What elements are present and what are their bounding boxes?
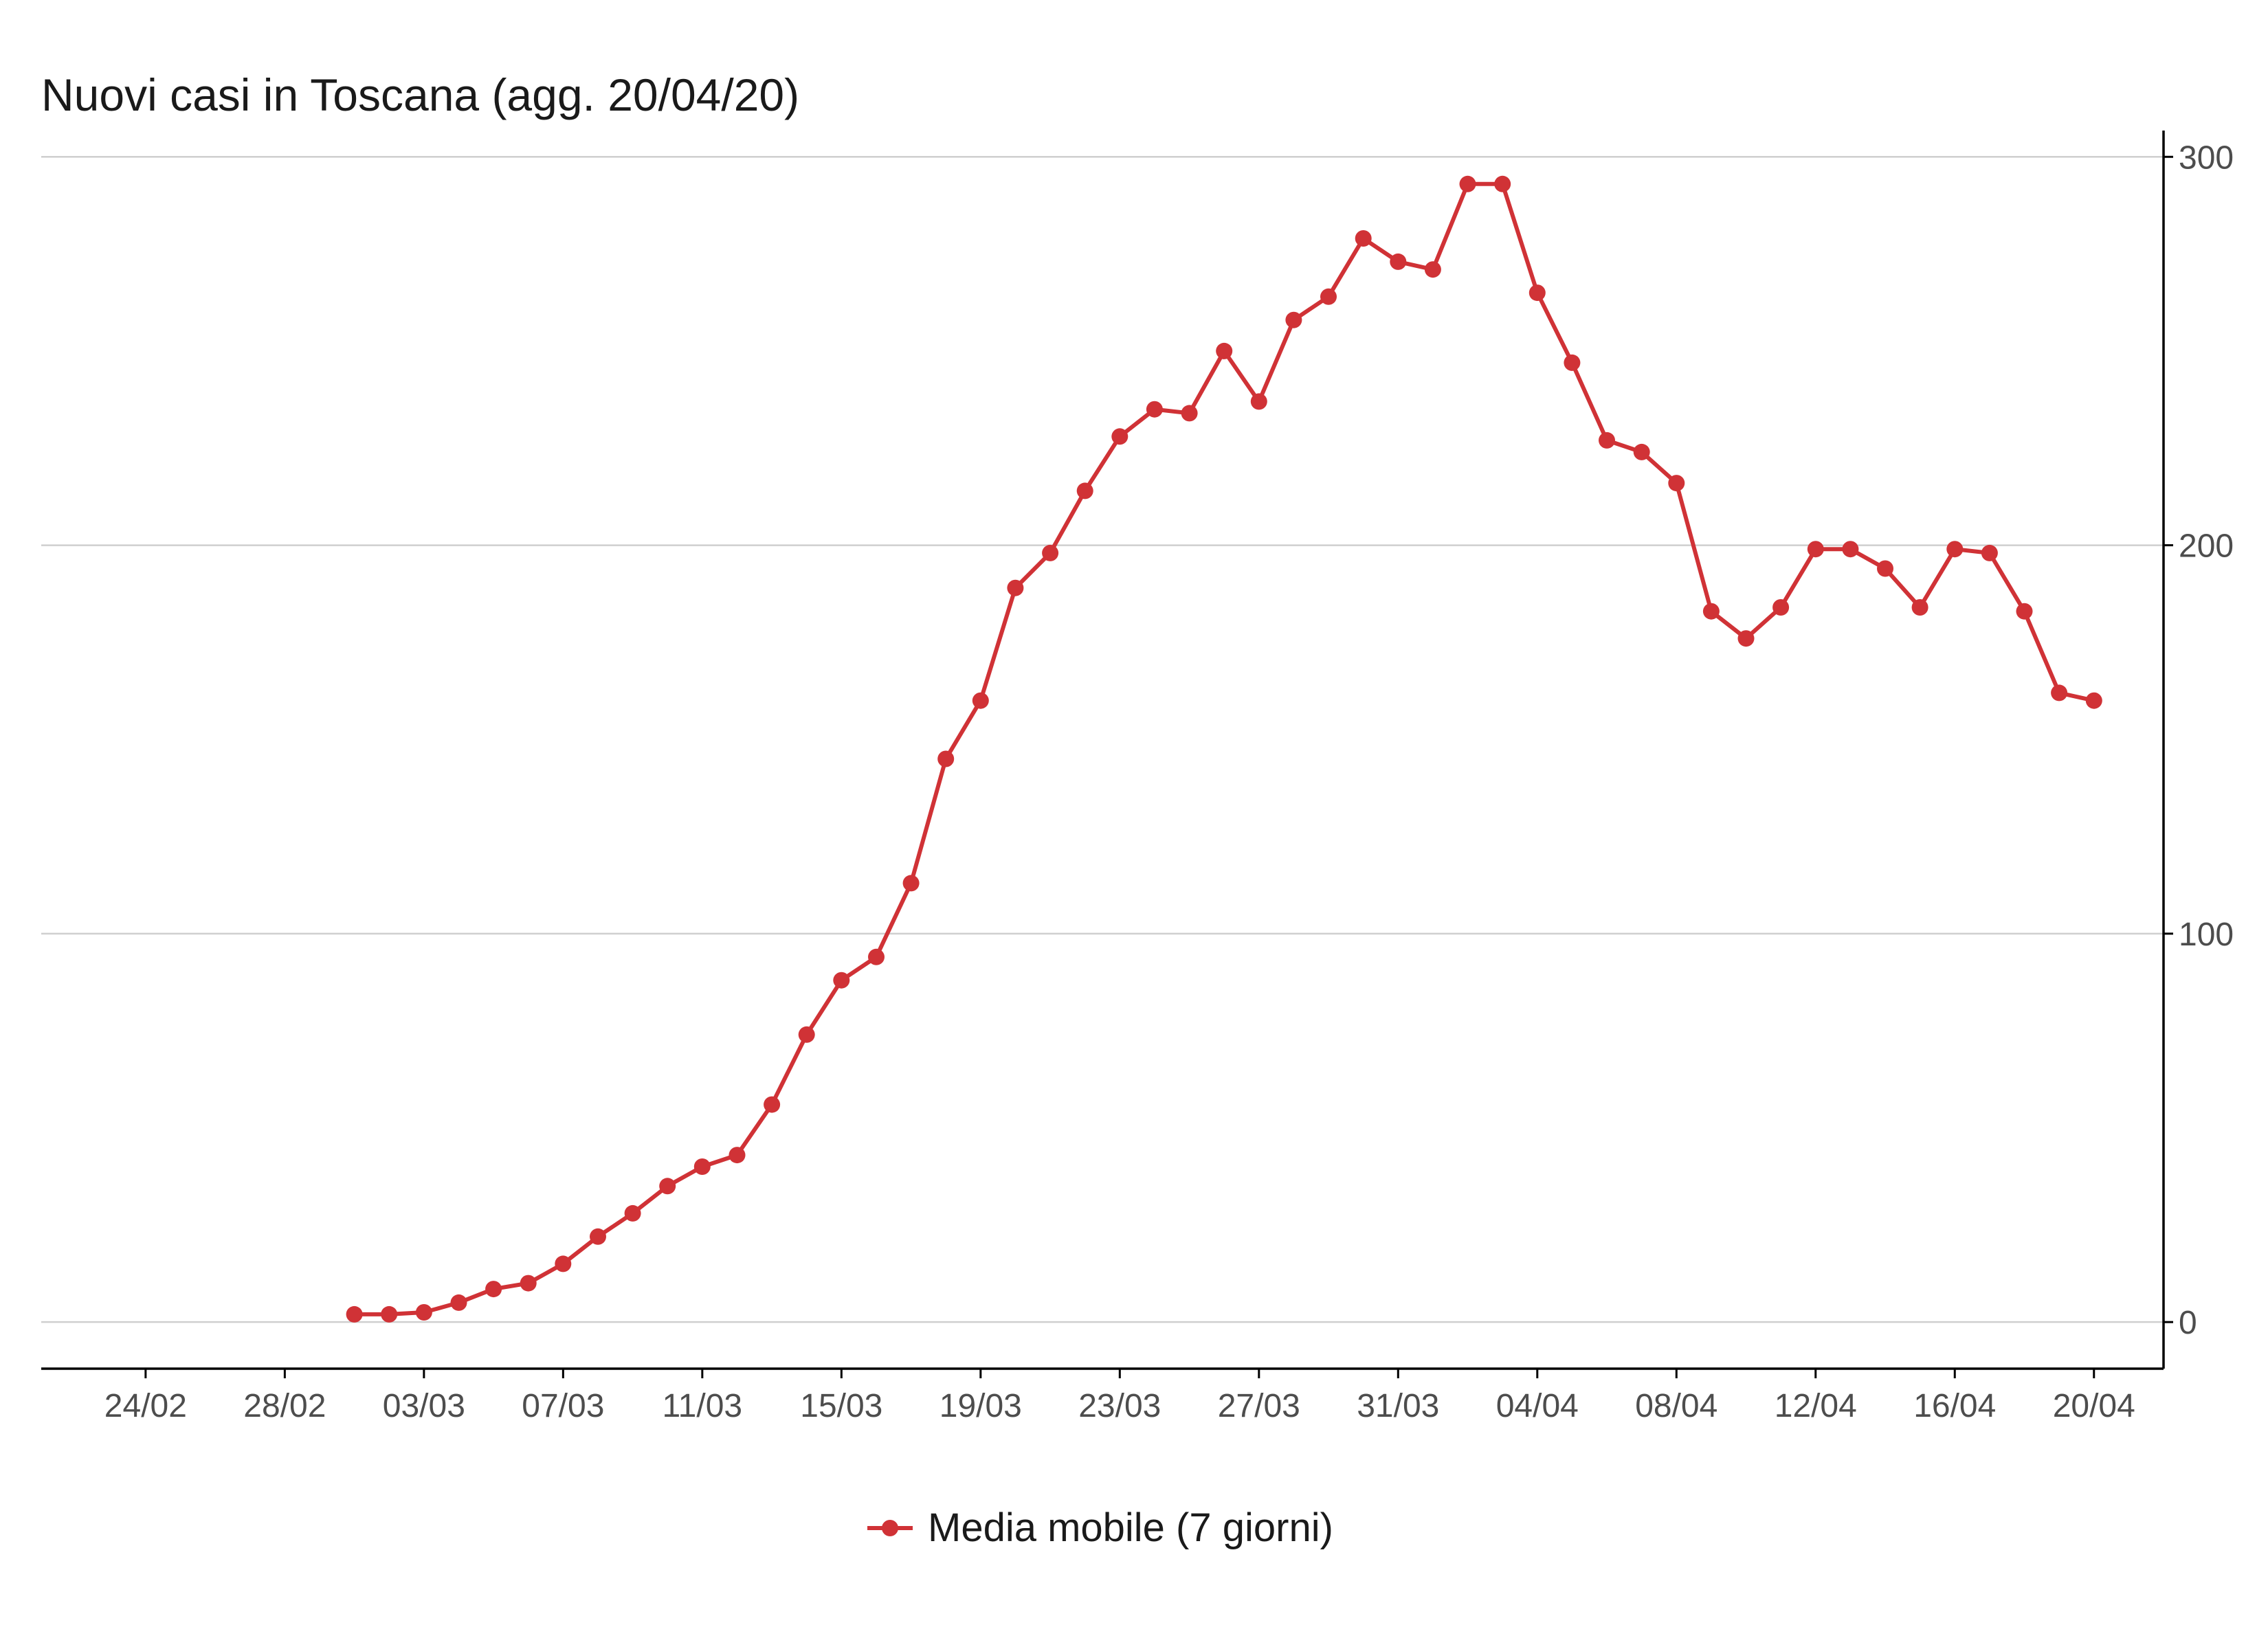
y-tick-label: 100 [2179,917,2234,953]
x-tick-label: 11/03 [663,1388,743,1424]
data-point [868,948,885,965]
data-point [729,1147,746,1164]
x-tick-label: 23/03 [1078,1388,1161,1424]
data-point [1737,630,1755,647]
x-tick-label: 03/03 [383,1388,465,1424]
chart-title: Nuovi casi in Toscana (agg. 20/04/20) [41,69,800,120]
data-point [833,972,850,989]
legend-label: Media mobile (7 giorni) [928,1505,1333,1550]
data-point [972,692,989,709]
legend: Media mobile (7 giorni) [866,1505,1333,1551]
data-point [624,1204,641,1222]
data-point [2016,603,2033,620]
x-tick-label: 31/03 [1357,1388,1439,1424]
data-point [1772,599,1790,616]
data-point [1668,475,1685,492]
x-tick-label: 04/04 [1496,1388,1579,1424]
x-axis-ticks: 24/02 28/02 03/03 07/03 11/03 15/03 19/03 23/03… [104,1369,2135,1424]
legend-key [867,1519,913,1536]
data-point [798,1026,815,1043]
data-point [1599,431,1615,449]
data-point [520,1275,537,1292]
data-point [1390,253,1407,270]
data-point [1111,428,1129,445]
data-point [1355,230,1372,247]
data-point [1216,342,1233,359]
x-tick-label: 08/04 [1635,1388,1717,1424]
data-point [485,1281,502,1298]
data-point [902,875,920,892]
data-point [1564,354,1581,371]
x-tick-label: 15/03 [800,1388,882,1424]
data-point [1494,175,1511,192]
data-point [1459,175,1476,192]
y-axis-ticks: 0 100 200 300 [2164,139,2234,1341]
data-point [450,1294,467,1311]
x-tick-label: 27/03 [1218,1388,1300,1424]
data-point [1320,288,1337,305]
y-tick-label: 200 [2179,528,2234,565]
x-tick-label: 28/02 [243,1388,326,1424]
x-tick-label: 16/04 [1913,1388,1996,1424]
data-point [415,1304,432,1321]
x-tick-label: 24/02 [104,1388,187,1424]
data-point [1146,401,1163,418]
series-group [346,175,2102,1323]
data-point [1285,311,1302,328]
x-tick-label: 20/04 [2053,1388,2135,1424]
axes [41,131,2165,1370]
data-point [659,1178,676,1195]
data-point [590,1228,606,1245]
data-point [2051,684,2068,702]
data-point [937,750,955,767]
data-point [555,1255,572,1272]
y-tick-label: 0 [2179,1305,2197,1341]
data-point [1946,541,1964,558]
y-tick-label: 300 [2179,139,2234,176]
data-point [1702,603,1720,620]
data-point [1911,599,1928,616]
data-point [1842,541,1859,558]
data-point [1250,393,1267,410]
data-point [2085,692,2102,709]
data-point [381,1305,398,1323]
data-point [764,1096,781,1113]
data-point [346,1305,363,1323]
data-point [1181,405,1198,422]
x-tick-label: 12/04 [1775,1388,1857,1424]
data-point [1877,560,1893,577]
data-point [1042,544,1059,561]
data-point [693,1158,711,1175]
data-point [1807,541,1824,558]
x-tick-label: 19/03 [940,1388,1022,1424]
data-point [1076,482,1093,500]
data-point [1981,544,1998,561]
gridlines [41,156,2164,1323]
data-point [1424,261,1441,278]
x-tick-label: 07/03 [522,1388,604,1424]
data-point [1007,579,1024,596]
data-point [1528,284,1546,302]
data-point [1633,443,1650,460]
